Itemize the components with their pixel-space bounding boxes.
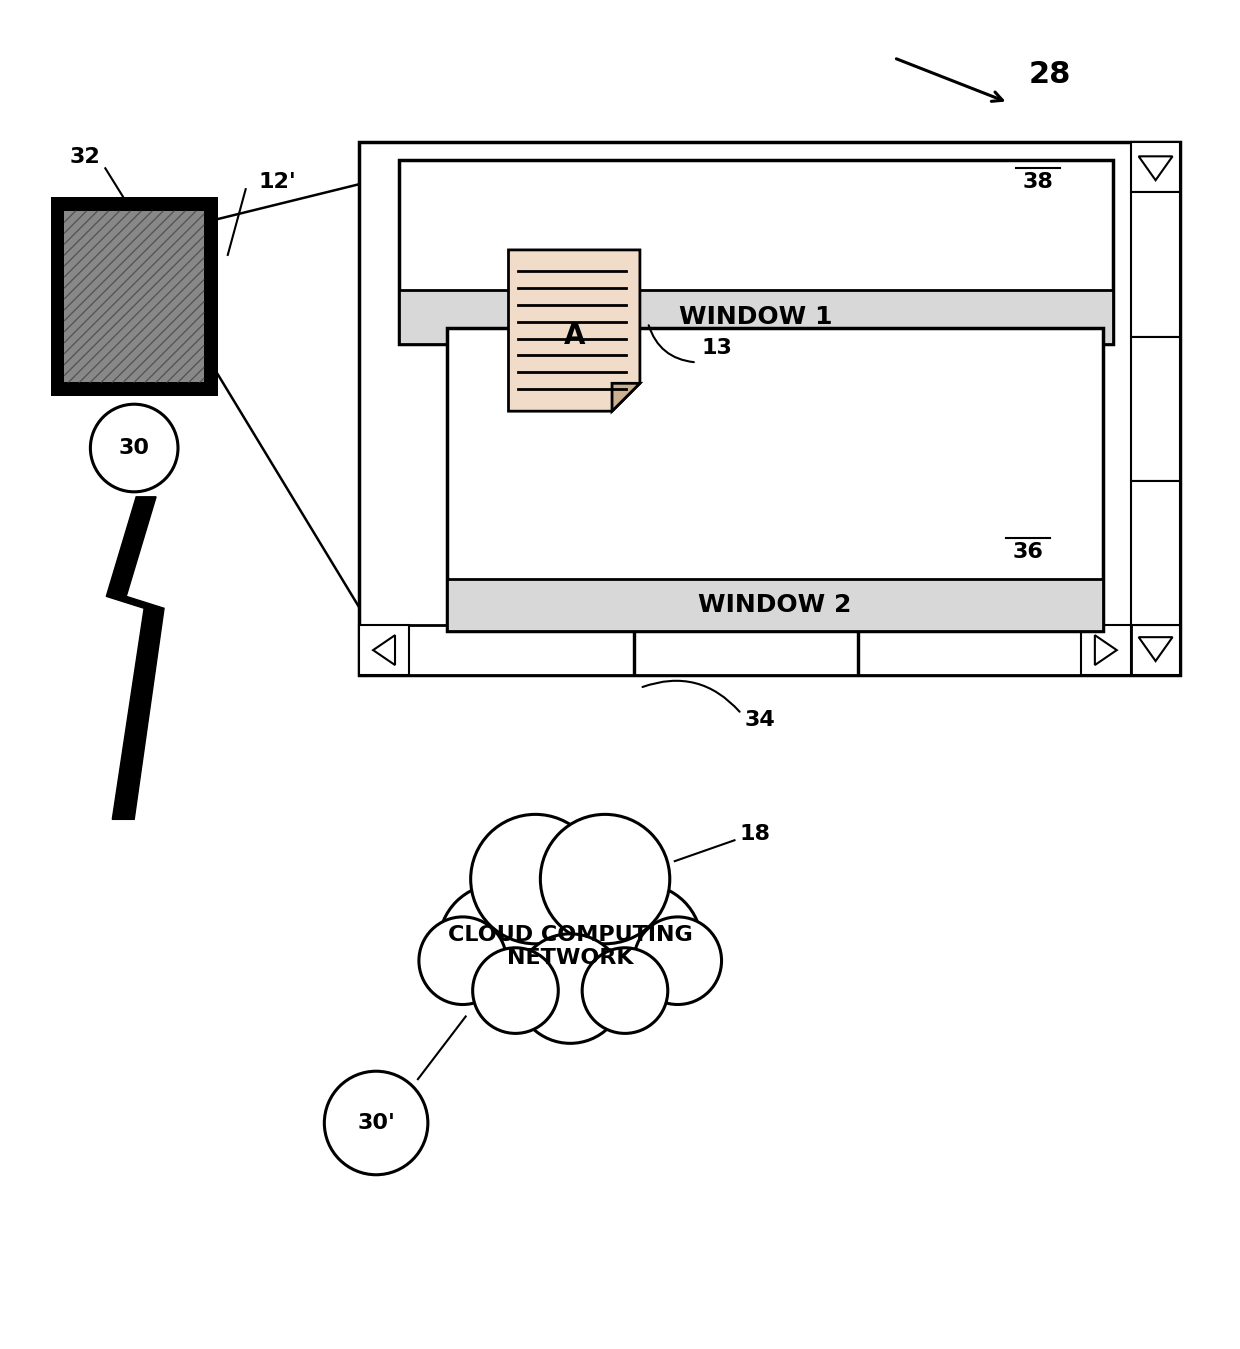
Text: 30: 30 (119, 438, 150, 459)
Bar (1131, 192, 1180, 336)
Bar (1131, 143, 1180, 192)
Circle shape (472, 948, 558, 1033)
Circle shape (419, 917, 506, 1005)
Bar (360, 625, 409, 674)
Bar (446, 580, 1102, 631)
Bar (857, 625, 859, 674)
Polygon shape (508, 250, 640, 411)
Bar (360, 625, 1131, 674)
Text: 30': 30' (357, 1113, 396, 1133)
Bar (399, 290, 1112, 344)
Text: WINDOW 1: WINDOW 1 (680, 305, 832, 329)
Circle shape (634, 917, 722, 1005)
FancyArrowPatch shape (649, 325, 694, 362)
Text: 32: 32 (69, 147, 100, 167)
Text: A: A (563, 321, 585, 349)
FancyArrowPatch shape (642, 681, 739, 712)
Bar (64, 210, 203, 382)
Text: WINDOW 2: WINDOW 2 (698, 594, 852, 618)
Bar (446, 328, 1102, 631)
Text: 28: 28 (1028, 61, 1070, 89)
Bar (360, 143, 1180, 674)
Bar (1131, 336, 1180, 480)
Circle shape (516, 934, 625, 1043)
Circle shape (489, 842, 652, 1005)
Text: 34: 34 (744, 710, 775, 730)
Bar (1081, 625, 1131, 674)
Text: 38: 38 (1023, 173, 1054, 192)
Polygon shape (613, 383, 640, 411)
Circle shape (439, 884, 558, 1004)
Bar (399, 290, 1112, 344)
Circle shape (541, 815, 670, 944)
Bar (399, 161, 1112, 344)
Circle shape (582, 884, 702, 1004)
Text: CLOUD COMPUTING
NETWORK: CLOUD COMPUTING NETWORK (448, 925, 693, 969)
Bar (1131, 480, 1180, 625)
Bar (1131, 625, 1180, 674)
Text: 12': 12' (259, 173, 296, 192)
Circle shape (582, 948, 668, 1033)
Bar (446, 580, 1102, 631)
Circle shape (471, 815, 600, 944)
Text: 18: 18 (739, 824, 770, 844)
Text: 36: 36 (1013, 541, 1044, 561)
Bar (1131, 143, 1180, 674)
Polygon shape (107, 496, 164, 819)
Bar (632, 625, 635, 674)
Bar (51, 197, 218, 397)
Text: 13: 13 (702, 339, 733, 359)
